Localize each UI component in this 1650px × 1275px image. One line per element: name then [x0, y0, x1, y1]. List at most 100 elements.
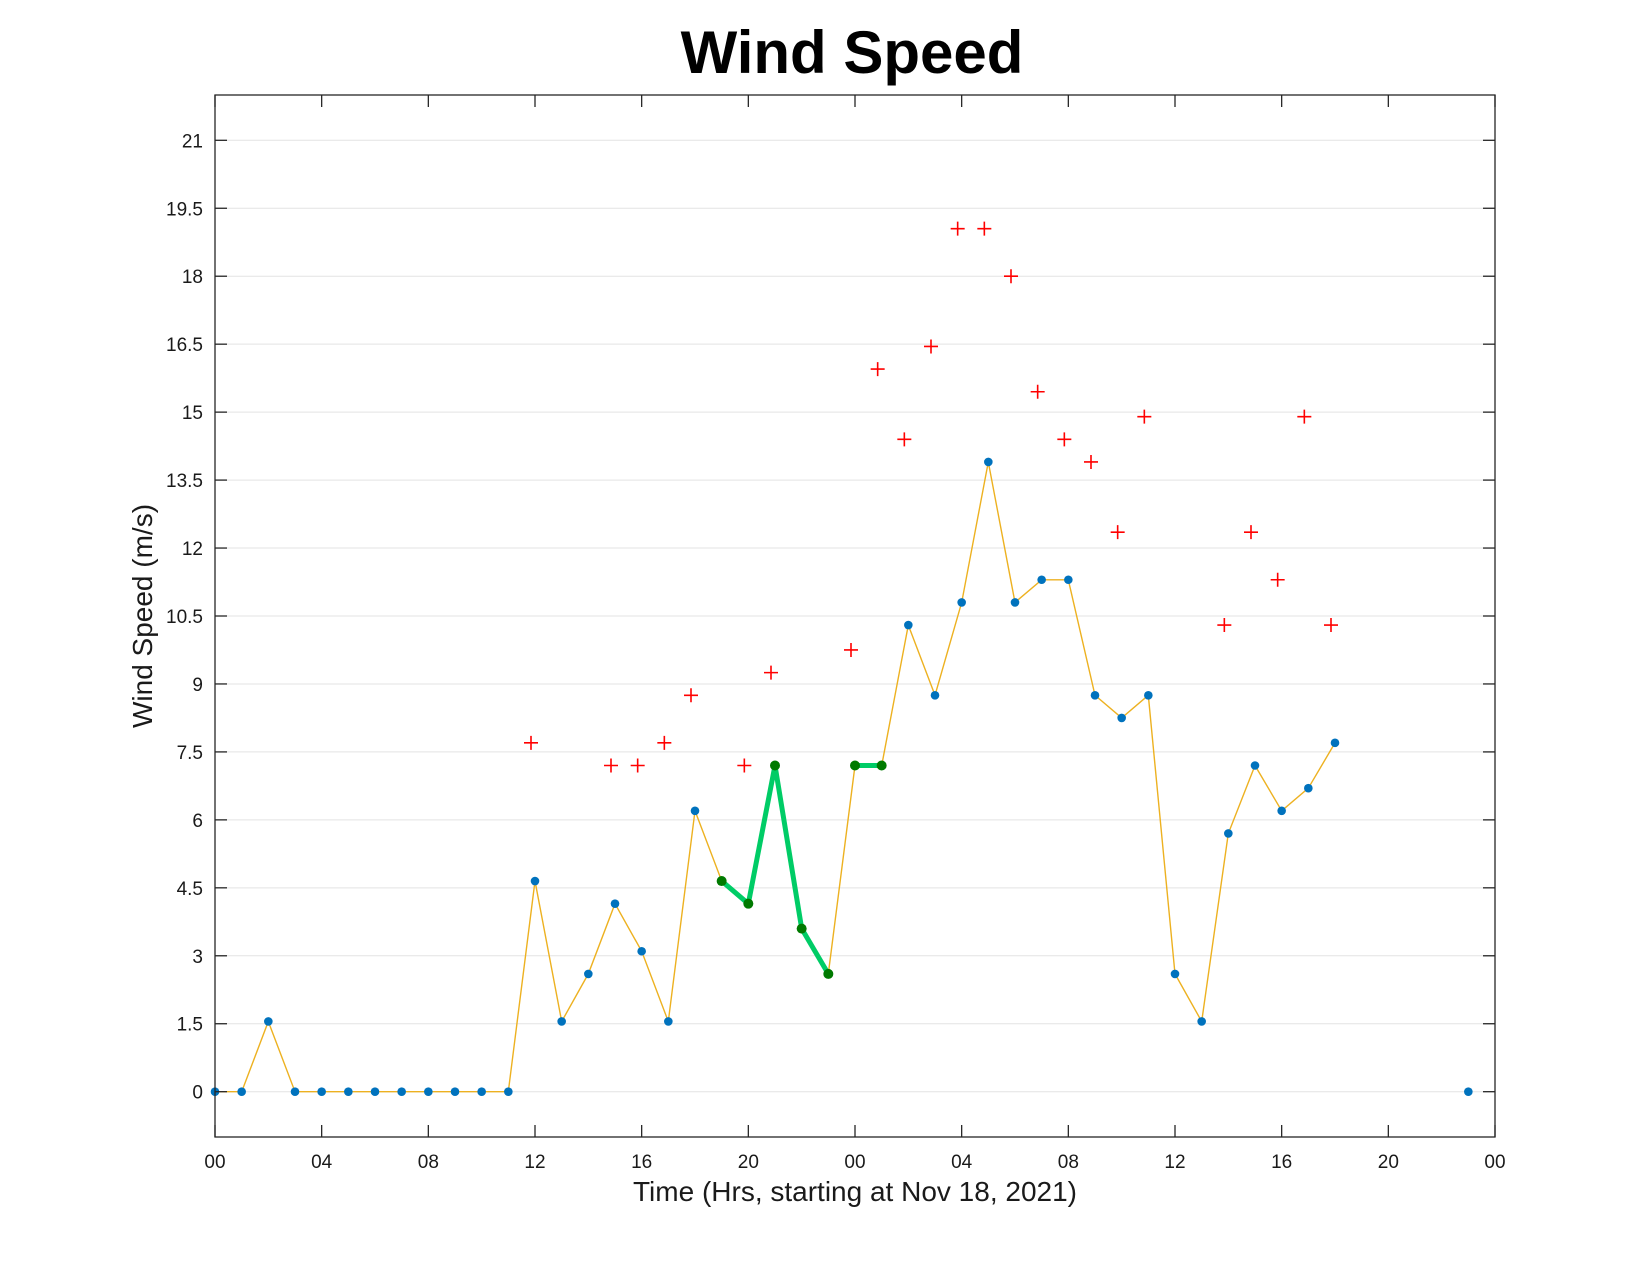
wind-speed-point	[477, 1087, 486, 1096]
wind-speed-point	[904, 620, 913, 630]
x-tick-label: 20	[1378, 1152, 1399, 1173]
gust-marker	[524, 735, 538, 750]
wind-speed-point	[1170, 969, 1180, 979]
wind-speed-point	[264, 1017, 273, 1026]
wind-speed-point	[344, 1087, 353, 1096]
highlighted-wind-point	[823, 968, 834, 979]
x-tick-label: 00	[1484, 1152, 1505, 1173]
wind-speed-point	[1064, 575, 1073, 585]
gust-marker	[630, 758, 645, 773]
y-tick-label: 10.5	[166, 607, 203, 628]
gust-marker	[657, 735, 672, 750]
gust-marker	[1244, 525, 1258, 540]
wind-speed-point	[1197, 1017, 1206, 1026]
gust-marker	[1137, 409, 1152, 424]
wind-speed-point	[1037, 575, 1046, 585]
gust-marker	[1057, 432, 1072, 447]
gust-marker	[604, 758, 618, 773]
y-tick-label: 18	[182, 267, 203, 288]
y-axis-label: Wind Speed (m/s)	[127, 504, 158, 728]
highlighted-wind-point	[796, 923, 807, 934]
wind-speed-point	[530, 876, 540, 886]
y-tick-label: 13.5	[166, 471, 203, 492]
x-tick-label: 08	[1058, 1152, 1079, 1173]
y-tick-label: 12	[182, 539, 203, 560]
wind-speed-point	[504, 1087, 513, 1096]
wind-speed-point	[370, 1087, 380, 1096]
x-tick-label: 08	[418, 1152, 439, 1173]
highlighted-wind-point	[876, 760, 887, 771]
wind-speed-point	[237, 1087, 246, 1096]
wind-speed-point	[1304, 783, 1313, 793]
gust-marker	[764, 665, 778, 680]
y-tick-label: 15	[182, 403, 203, 424]
gust-marker	[737, 758, 752, 773]
y-tick-label: 19.5	[166, 199, 203, 220]
y-tick-label: 1.5	[177, 1015, 203, 1036]
gust-marker	[1084, 454, 1098, 469]
gust-marker	[844, 642, 858, 657]
y-tick-label: 9	[192, 675, 203, 696]
wind-speed-point	[1277, 806, 1286, 816]
gust-marker	[1297, 409, 1312, 424]
y-tick-label: 7.5	[177, 743, 203, 764]
chart-title: Wind Speed	[681, 19, 1024, 86]
highlighted-wind-point	[716, 876, 727, 887]
gust-marker	[1324, 618, 1338, 633]
wind-speed-point	[1090, 690, 1100, 700]
y-tick-label: 0	[192, 1083, 203, 1104]
wind-speed-point	[1010, 598, 1020, 607]
grid-lines	[215, 139, 1495, 1093]
gust-marker	[1217, 618, 1232, 633]
y-tick-label: 16.5	[166, 335, 203, 356]
wind-speed-point	[1250, 761, 1260, 770]
wind-speed-point	[1224, 829, 1233, 838]
x-tick-label: 00	[844, 1152, 865, 1173]
highlighted-wind-point	[743, 898, 754, 909]
y-tick-label: 4.5	[177, 879, 203, 900]
wind-speed-point	[930, 690, 940, 700]
y-tick-label: 21	[182, 131, 203, 152]
wind-speed-point	[1117, 713, 1126, 723]
gust-marker	[1030, 384, 1045, 399]
plot-area	[210, 221, 1473, 1096]
x-tick-label: 12	[524, 1152, 545, 1173]
x-tick-label: 20	[738, 1152, 759, 1173]
highlighted-wind-point	[770, 760, 780, 771]
x-axis-label: Time (Hrs, starting at Nov 18, 2021)	[633, 1176, 1077, 1207]
gust-marker	[924, 339, 938, 354]
gust-marker	[950, 221, 965, 236]
wind-speed-point	[957, 598, 966, 607]
wind-speed-point	[557, 1017, 566, 1026]
x-tick-label: 12	[1164, 1152, 1185, 1173]
wind-speed-point	[424, 1087, 433, 1096]
wind-speed-point	[690, 806, 700, 816]
wind-speed-point	[397, 1087, 406, 1096]
wind-speed-point	[664, 1017, 673, 1026]
highlighted-wind-point	[850, 760, 860, 771]
x-tick-label: 00	[204, 1152, 225, 1173]
wind-speed-point	[610, 899, 620, 908]
gust-marker	[1270, 572, 1285, 587]
x-tick-label: 04	[311, 1152, 333, 1173]
wind-speed-point	[1330, 738, 1340, 748]
gust-marker	[870, 362, 885, 377]
axis-ticks: 0 1.5 3 4.5 6 7.5 9 10.5 12 13.5 15 16.5 18 19.5 21 00 0…	[166, 95, 1506, 1173]
gust-marker	[1004, 269, 1018, 284]
wind-speed-point	[290, 1087, 300, 1096]
y-tick-label: 3	[192, 947, 203, 968]
x-tick-label: 16	[631, 1152, 652, 1173]
wind-speed-point	[1144, 690, 1153, 700]
wind-speed-point	[450, 1087, 460, 1096]
wind-speed-point	[984, 457, 993, 467]
wind-speed-point	[317, 1087, 326, 1096]
gust-marker	[977, 221, 992, 236]
wind-speed-point	[637, 946, 646, 956]
wind-speed-point	[584, 969, 593, 979]
x-tick-label: 04	[951, 1152, 973, 1173]
wind-speed-point	[1464, 1087, 1473, 1096]
gust-marker	[897, 432, 912, 447]
gust-marker	[1110, 525, 1125, 540]
highlighted-wind-segment	[720, 763, 831, 976]
